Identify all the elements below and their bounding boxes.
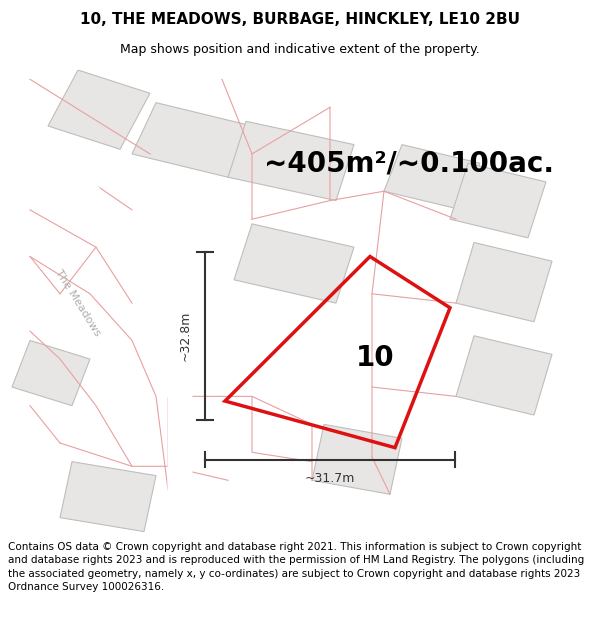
Polygon shape bbox=[60, 462, 156, 532]
Polygon shape bbox=[12, 341, 90, 406]
Text: Contains OS data © Crown copyright and database right 2021. This information is : Contains OS data © Crown copyright and d… bbox=[8, 542, 584, 592]
Polygon shape bbox=[456, 336, 552, 415]
Text: 10: 10 bbox=[356, 344, 394, 372]
Text: ~31.7m: ~31.7m bbox=[305, 472, 355, 485]
Polygon shape bbox=[450, 163, 546, 238]
Text: 10, THE MEADOWS, BURBAGE, HINCKLEY, LE10 2BU: 10, THE MEADOWS, BURBAGE, HINCKLEY, LE10… bbox=[80, 12, 520, 28]
Polygon shape bbox=[228, 121, 354, 201]
Text: ~405m²/~0.100ac.: ~405m²/~0.100ac. bbox=[264, 149, 554, 178]
Polygon shape bbox=[312, 424, 402, 494]
Polygon shape bbox=[456, 242, 552, 322]
Text: The Meadows: The Meadows bbox=[53, 268, 103, 338]
Polygon shape bbox=[384, 144, 480, 210]
Polygon shape bbox=[48, 70, 150, 149]
Polygon shape bbox=[234, 224, 354, 303]
Text: Map shows position and indicative extent of the property.: Map shows position and indicative extent… bbox=[120, 44, 480, 56]
Polygon shape bbox=[132, 102, 252, 178]
Text: ~32.8m: ~32.8m bbox=[179, 311, 191, 361]
